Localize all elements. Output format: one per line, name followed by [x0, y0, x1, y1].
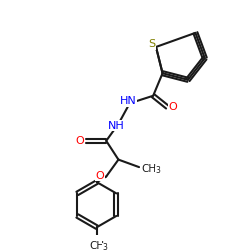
Text: O: O — [76, 136, 84, 146]
Text: NH: NH — [108, 121, 125, 131]
Text: 3: 3 — [103, 243, 108, 250]
Text: CH: CH — [89, 241, 104, 250]
Text: O: O — [95, 170, 104, 180]
Text: HN: HN — [120, 96, 136, 106]
Text: 3: 3 — [156, 166, 160, 175]
Text: CH: CH — [141, 164, 156, 174]
Text: S: S — [149, 39, 156, 49]
Text: O: O — [168, 102, 177, 112]
